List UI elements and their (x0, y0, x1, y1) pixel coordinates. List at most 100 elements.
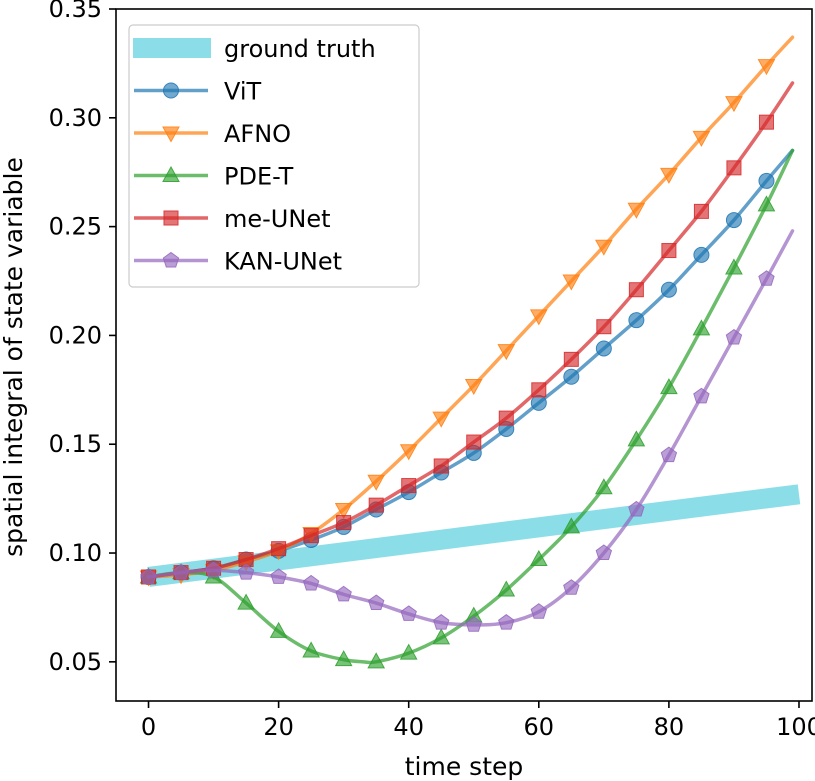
vit-marker (563, 368, 580, 385)
me-unet-marker (466, 434, 482, 450)
pde-t-marker (725, 258, 743, 275)
kan-unet-marker (530, 603, 547, 619)
afno-marker (692, 130, 711, 147)
me-unet-marker (368, 497, 384, 513)
series-layer (139, 35, 801, 669)
y-tick-label: 0.35 (49, 0, 102, 23)
kan-unet-marker (498, 614, 515, 630)
vit-marker (758, 172, 775, 189)
legend-label: ground truth (224, 35, 376, 63)
x-tick-label: 40 (393, 713, 424, 741)
pde-t-marker (627, 430, 646, 447)
afno-marker (562, 274, 581, 291)
pde-t-marker (660, 378, 678, 395)
afno-marker (627, 202, 646, 219)
x-axis-label: time step (405, 752, 524, 781)
afno-marker (595, 239, 613, 256)
x-tick-label: 80 (654, 713, 685, 741)
vit-marker (660, 281, 677, 298)
afno-marker (497, 344, 516, 361)
y-axis-label: spatial integral of state variable (0, 157, 28, 557)
me-unet-marker (693, 203, 709, 219)
legend-label: AFNO (224, 120, 291, 148)
me-unet-marker (758, 114, 774, 130)
kan-unet-marker (693, 387, 710, 404)
legend: ground truth ViT AFNO PDE-T me-UNet KAN-UNet (128, 24, 420, 288)
series-kan-unet (140, 229, 795, 632)
afno-marker (334, 503, 353, 520)
me-unet-marker (531, 382, 547, 398)
afno-marker (432, 411, 451, 428)
x-tick-label: 100 (776, 713, 815, 741)
legend-marker (162, 251, 180, 268)
afno-marker (399, 444, 418, 461)
kan-unet-marker (237, 563, 255, 580)
x-tick-label: 60 (524, 713, 555, 741)
kan-unet-marker (725, 328, 743, 345)
y-tick-label: 0.20 (49, 321, 102, 349)
me-unet-marker (271, 541, 287, 557)
kan-unet-marker (367, 594, 385, 611)
pde-t-marker (334, 650, 353, 667)
vit-marker (595, 340, 612, 357)
pde-t-marker (399, 643, 418, 660)
x-tick-label: 0 (141, 713, 156, 741)
vit-marker (530, 394, 547, 411)
y-tick-label: 0.10 (49, 539, 102, 567)
axes (115, 8, 813, 702)
pde-t-marker (432, 628, 451, 645)
legend-item-me-unet: me-UNet (134, 205, 331, 233)
me-unet-marker (661, 243, 677, 259)
afno-marker (464, 378, 483, 396)
pde-t-marker (497, 580, 516, 597)
afno-marker (367, 474, 386, 491)
pde-t-marker (367, 652, 386, 669)
me-unet-marker (726, 160, 742, 176)
y-tick-label: 0.05 (49, 648, 102, 676)
legend-marker (163, 82, 179, 99)
legend-marker (163, 210, 179, 226)
me-unet-marker (498, 410, 514, 426)
legend-label: KAN-UNet (224, 248, 342, 276)
me-unet-marker (433, 458, 449, 474)
y-tick-label: 0.25 (49, 213, 102, 241)
legend-item-vit: ViT (134, 78, 262, 106)
vit-marker (693, 246, 710, 263)
kan-unet-marker (758, 270, 775, 286)
series-ground-truth (147, 484, 801, 587)
kan-unet-marker (465, 616, 482, 632)
vit-marker (725, 212, 742, 229)
y-tick-label: 0.30 (49, 104, 102, 132)
legend-marker (162, 165, 180, 182)
afno-marker (757, 59, 776, 76)
y-tick-label: 0.15 (49, 430, 102, 458)
legend-label: PDE-T (224, 163, 294, 191)
me-unet-marker (401, 478, 417, 494)
me-unet-marker (563, 351, 579, 367)
kan-unet-marker (628, 500, 645, 517)
pde-t-marker (529, 550, 548, 567)
kan-unet-marker (563, 579, 580, 595)
pde-t-marker (595, 478, 613, 495)
afno-marker (725, 96, 743, 113)
kan-unet-marker (205, 561, 222, 578)
pde-t-marker (757, 195, 776, 212)
afno-marker (529, 309, 548, 326)
me-unet-marker (628, 282, 644, 298)
ticks: 0 20 40 60 80 100 0.05 0.10 0.15 0.20 0.25 0.30 0.35 (49, 0, 815, 741)
legend-item-kan-unet: KAN-UNet (134, 248, 342, 276)
kan-unet-marker (433, 614, 450, 630)
axes-frame (115, 8, 813, 702)
kan-unet-marker (335, 585, 352, 602)
pde-t-marker (237, 593, 255, 610)
kan-unet-marker (172, 563, 190, 580)
pde-t-marker (692, 319, 711, 336)
me-unet-marker (596, 319, 612, 335)
legend-label: me-UNet (224, 205, 331, 233)
me-unet-marker (336, 515, 352, 531)
legend-item-pde-t: PDE-T (134, 163, 294, 191)
ground-truth-band (147, 484, 801, 587)
legend-item-afno: AFNO (134, 120, 291, 148)
pde-t-marker (269, 621, 288, 638)
